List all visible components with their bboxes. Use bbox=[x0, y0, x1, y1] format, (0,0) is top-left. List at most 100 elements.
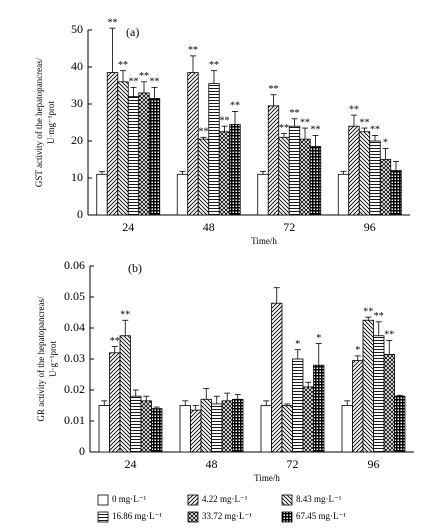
legend-label: 67.45 mg·L⁻¹ bbox=[296, 511, 346, 521]
x-tick-label: 48 bbox=[203, 220, 215, 234]
bar bbox=[208, 83, 220, 216]
legend-swatch bbox=[97, 494, 109, 506]
y-axis-label: U·mg⁻¹prot bbox=[46, 101, 56, 144]
bar bbox=[221, 400, 233, 453]
legend-label: 0 mg·L⁻¹ bbox=[112, 494, 146, 504]
bar bbox=[232, 398, 244, 453]
significance-label: ** bbox=[279, 123, 289, 134]
bar bbox=[109, 352, 121, 453]
y-tick-label: 40 bbox=[71, 59, 83, 73]
legend-swatch bbox=[187, 511, 199, 523]
bar bbox=[117, 81, 129, 216]
bar bbox=[176, 173, 189, 216]
y-tick-label: 0.01 bbox=[64, 413, 85, 427]
y-tick-label: 0.05 bbox=[64, 289, 85, 303]
y-tick-label: 0 bbox=[77, 207, 83, 221]
bar bbox=[257, 173, 269, 216]
bar bbox=[140, 400, 152, 453]
bar bbox=[190, 409, 202, 453]
significance-label: ** bbox=[108, 17, 118, 28]
bar bbox=[341, 405, 353, 453]
legend-swatch bbox=[187, 494, 199, 506]
significance-label: ** bbox=[370, 125, 380, 136]
significance-label: ** bbox=[188, 45, 198, 56]
legend-swatch bbox=[97, 511, 109, 523]
panel-label: (a) bbox=[126, 25, 139, 39]
bar bbox=[358, 131, 371, 216]
significance-label: ** bbox=[311, 125, 321, 136]
significance-label: * bbox=[355, 345, 360, 356]
bar bbox=[229, 123, 241, 216]
bar bbox=[348, 125, 360, 216]
significance-label: * bbox=[316, 333, 321, 344]
significance-label: ** bbox=[199, 127, 209, 138]
bar bbox=[292, 358, 304, 453]
bar bbox=[337, 173, 350, 216]
legend-label: 4.22 mg·L⁻¹ bbox=[202, 494, 248, 504]
y-axis-label: U·g⁻¹prot bbox=[48, 341, 58, 377]
significance-label: ** bbox=[360, 117, 370, 128]
bar bbox=[390, 170, 402, 216]
y-tick-label: 0.03 bbox=[64, 351, 85, 365]
bar bbox=[373, 335, 385, 453]
significance-label: ** bbox=[230, 101, 240, 112]
bar bbox=[119, 335, 131, 453]
x-tick-label: 48 bbox=[206, 457, 218, 471]
x-tick-label: 72 bbox=[283, 220, 295, 234]
significance-label: * bbox=[383, 138, 388, 149]
significance-label: ** bbox=[209, 60, 219, 71]
bar bbox=[352, 360, 364, 453]
bar bbox=[197, 138, 210, 216]
bar bbox=[383, 353, 395, 453]
significance-label: ** bbox=[118, 60, 128, 71]
x-tick-label: 72 bbox=[287, 457, 299, 471]
significance-label: ** bbox=[220, 115, 230, 126]
bar bbox=[362, 319, 374, 453]
bar bbox=[218, 131, 231, 216]
legend-label: 33.72 mg·L⁻¹ bbox=[202, 511, 252, 521]
x-tick-label: 96 bbox=[368, 457, 380, 471]
bar bbox=[200, 398, 212, 453]
significance-label: ** bbox=[129, 77, 139, 88]
y-tick-label: 50 bbox=[71, 22, 83, 36]
x-tick-label: 24 bbox=[122, 220, 134, 234]
significance-label: ** bbox=[150, 77, 160, 88]
legend-swatch bbox=[281, 511, 293, 523]
bar bbox=[260, 405, 272, 453]
x-axis-label: Time/h bbox=[254, 473, 280, 483]
bar bbox=[394, 395, 406, 453]
bar bbox=[302, 386, 314, 453]
significance-label: ** bbox=[300, 117, 310, 128]
bar bbox=[151, 408, 163, 453]
bar bbox=[106, 72, 119, 216]
significance-label: ** bbox=[363, 306, 373, 317]
significance-label: ** bbox=[269, 84, 279, 95]
bar bbox=[379, 159, 392, 216]
bar bbox=[369, 140, 381, 216]
y-tick-label: 0.06 bbox=[64, 258, 85, 272]
bar bbox=[98, 405, 110, 453]
significance-label: ** bbox=[120, 310, 130, 321]
y-axis-label: GST activity of the hepatopancreas/ bbox=[34, 57, 44, 187]
bar bbox=[278, 136, 290, 216]
significance-label: ** bbox=[384, 330, 394, 341]
bar bbox=[309, 146, 322, 216]
significance-label: ** bbox=[110, 336, 120, 347]
bar bbox=[96, 173, 108, 216]
bar bbox=[281, 405, 293, 453]
significance-label: ** bbox=[290, 108, 300, 119]
y-tick-label: 0.02 bbox=[64, 382, 85, 396]
bar bbox=[267, 105, 280, 216]
bar bbox=[127, 96, 140, 216]
significance-label: ** bbox=[139, 71, 149, 82]
bar bbox=[288, 125, 301, 216]
legend-swatch bbox=[281, 494, 293, 506]
x-tick-label: 96 bbox=[364, 220, 376, 234]
x-tick-label: 24 bbox=[125, 457, 137, 471]
bar bbox=[187, 72, 199, 216]
y-tick-label: 20 bbox=[71, 133, 83, 147]
significance-label: * bbox=[295, 339, 300, 350]
bar bbox=[299, 138, 311, 216]
bar bbox=[313, 364, 325, 453]
